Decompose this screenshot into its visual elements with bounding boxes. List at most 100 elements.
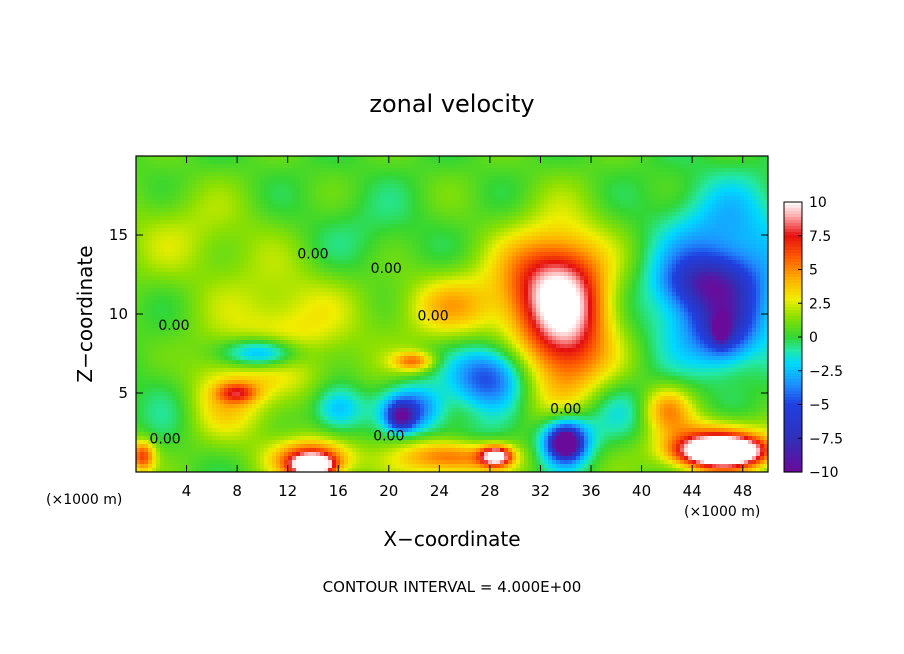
- heatmap-cell: [700, 208, 705, 213]
- heatmap-cell: [496, 220, 501, 225]
- heatmap-cell: [532, 224, 537, 229]
- heatmap-cell: [472, 168, 477, 173]
- heatmap-cell: [708, 172, 713, 177]
- heatmap-cell: [696, 168, 701, 173]
- heatmap-cell: [564, 248, 569, 253]
- heatmap-cell: [656, 264, 661, 269]
- heatmap-cell: [396, 208, 401, 213]
- heatmap-cell: [640, 204, 645, 209]
- heatmap-cell: [260, 240, 265, 245]
- heatmap-cell: [752, 272, 757, 277]
- heatmap-cell: [652, 160, 657, 165]
- heatmap-cell: [260, 236, 265, 241]
- heatmap-cell: [540, 264, 545, 269]
- heatmap-cell: [532, 168, 537, 173]
- heatmap-cell: [748, 212, 753, 217]
- heatmap-cell: [680, 276, 685, 281]
- heatmap-cell: [188, 280, 193, 285]
- heatmap-cell: [312, 208, 317, 213]
- heatmap-cell: [608, 268, 613, 273]
- heatmap-cell: [280, 232, 285, 237]
- heatmap-cell: [596, 180, 601, 185]
- heatmap-cell: [324, 280, 329, 285]
- heatmap-cell: [224, 172, 229, 177]
- heatmap-cell: [192, 240, 197, 245]
- heatmap-cell: [212, 188, 217, 193]
- heatmap-cell: [688, 232, 693, 237]
- heatmap-cell: [568, 240, 573, 245]
- heatmap-cell: [532, 244, 537, 249]
- heatmap-cell: [436, 204, 441, 209]
- heatmap-cell: [716, 276, 721, 281]
- heatmap-cell: [156, 280, 161, 285]
- heatmap-cell: [444, 228, 449, 233]
- heatmap-cell: [356, 212, 361, 217]
- heatmap-cell: [144, 244, 149, 249]
- heatmap-cell: [660, 172, 665, 177]
- heatmap-cell: [608, 252, 613, 257]
- heatmap-cell: [596, 160, 601, 165]
- heatmap-cell: [472, 248, 477, 253]
- heatmap-cell: [612, 176, 617, 181]
- heatmap-cell: [644, 200, 649, 205]
- heatmap-cell: [620, 236, 625, 241]
- heatmap-cell: [412, 200, 417, 205]
- heatmap-cell: [516, 168, 521, 173]
- heatmap-cell: [548, 176, 553, 181]
- heatmap-cell: [296, 280, 301, 285]
- heatmap-cell: [380, 232, 385, 237]
- heatmap-cell: [484, 268, 489, 273]
- heatmap-cell: [476, 244, 481, 249]
- heatmap-cell: [324, 268, 329, 273]
- heatmap-cell: [232, 204, 237, 209]
- heatmap-cell: [288, 168, 293, 173]
- heatmap-cell: [292, 264, 297, 269]
- heatmap-cell: [584, 188, 589, 193]
- heatmap-cell: [156, 208, 161, 213]
- heatmap-cell: [500, 232, 505, 237]
- heatmap-cell: [644, 252, 649, 257]
- heatmap-cell: [456, 168, 461, 173]
- heatmap-cell: [416, 272, 421, 277]
- heatmap-cell: [596, 244, 601, 249]
- heatmap-cell: [652, 240, 657, 245]
- heatmap-cell: [748, 208, 753, 213]
- heatmap-cell: [608, 200, 613, 205]
- heatmap-cell: [312, 280, 317, 285]
- heatmap-cell: [456, 176, 461, 181]
- heatmap-cell: [572, 264, 577, 269]
- heatmap-cell: [548, 276, 553, 281]
- heatmap-cell: [308, 240, 313, 245]
- heatmap-cell: [632, 256, 637, 261]
- heatmap-cell: [172, 200, 177, 205]
- heatmap-cell: [548, 168, 553, 173]
- heatmap-cell: [532, 196, 537, 201]
- heatmap-cell: [584, 180, 589, 185]
- heatmap-cell: [272, 172, 277, 177]
- heatmap-cell: [512, 260, 517, 265]
- heatmap-cell: [352, 244, 357, 249]
- heatmap-cell: [272, 252, 277, 257]
- heatmap-cell: [276, 200, 281, 205]
- heatmap-cell: [696, 208, 701, 213]
- heatmap-cell: [384, 160, 389, 165]
- heatmap-cell: [296, 188, 301, 193]
- heatmap-cell: [308, 176, 313, 181]
- heatmap-cell: [636, 184, 641, 189]
- heatmap-cell: [572, 228, 577, 233]
- heatmap-cell: [764, 192, 768, 197]
- heatmap-cell: [488, 224, 493, 229]
- heatmap-cell: [324, 172, 329, 177]
- heatmap-cell: [464, 200, 469, 205]
- heatmap-cell: [360, 240, 365, 245]
- heatmap-cell: [448, 244, 453, 249]
- heatmap-cell: [288, 232, 293, 237]
- heatmap-cell: [684, 168, 689, 173]
- heatmap-cell: [640, 212, 645, 217]
- heatmap-cell: [380, 188, 385, 193]
- heatmap-cell: [160, 164, 165, 169]
- heatmap-cell: [592, 240, 597, 245]
- heatmap-cell: [260, 208, 265, 213]
- heatmap-cell: [732, 196, 737, 201]
- heatmap-cell: [168, 216, 173, 221]
